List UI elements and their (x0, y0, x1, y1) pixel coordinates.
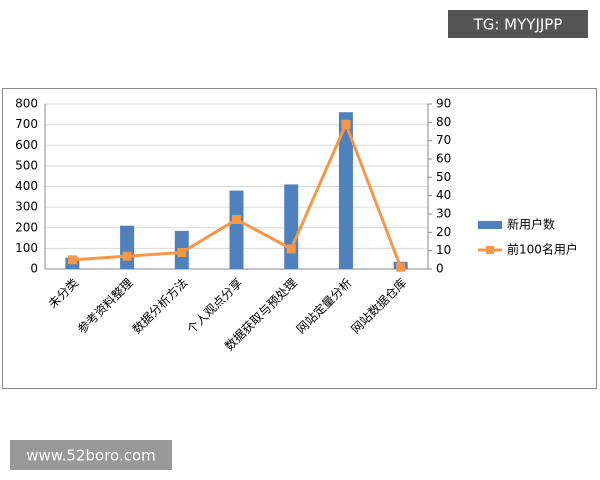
y2-tick-label: 30 (436, 207, 451, 221)
y2-tick-label: 50 (436, 170, 451, 184)
bar (229, 190, 244, 269)
bar (338, 112, 353, 269)
bar (120, 225, 135, 269)
watermark-box (448, 10, 588, 38)
y2-tick-label: 20 (436, 225, 451, 239)
watermark-box (10, 440, 172, 470)
chart-border (2, 88, 597, 389)
line-marker (67, 255, 77, 265)
y2-tick-label: 60 (436, 152, 451, 166)
watermark: www.52boro.com (26, 447, 156, 465)
x-tick-label: 个人观点分享 (184, 275, 246, 337)
y2-tick-label: 90 (436, 97, 451, 111)
x-tick-label: 参考资料整理 (74, 275, 136, 337)
y-tick-label: 200 (15, 220, 38, 234)
y-tick-label: 600 (15, 138, 38, 152)
legend-swatch (478, 221, 502, 229)
legend-swatch (486, 246, 494, 254)
y-tick-label: 100 (15, 241, 38, 255)
x-tick-label: 网站数据仓库 (348, 275, 410, 337)
y-tick-label: 0 (30, 262, 38, 276)
x-tick-label: 未分类 (46, 276, 81, 311)
y-tick-label: 700 (15, 117, 38, 131)
x-tick-label: 数据分析方法 (129, 275, 191, 337)
line-marker (286, 244, 296, 254)
y2-tick-label: 70 (436, 133, 451, 147)
y2-tick-label: 0 (436, 262, 444, 276)
y2-tick-label: 10 (436, 243, 451, 257)
line-marker (232, 215, 241, 224)
x-tick-label: 网站定量分析 (293, 275, 355, 337)
line-marker (341, 119, 351, 129)
legend-label: 前100名用户 (507, 242, 578, 257)
line-marker (396, 262, 406, 272)
y-tick-label: 800 (15, 97, 38, 111)
legend-label: 新用户数 (507, 217, 555, 232)
line-marker (122, 251, 132, 261)
bar (284, 184, 299, 269)
y-tick-label: 500 (15, 158, 38, 172)
y2-tick-label: 80 (436, 115, 451, 129)
y-tick-label: 300 (15, 200, 38, 214)
line-marker (177, 248, 187, 257)
watermark: TG: MYYJJPP (473, 16, 563, 34)
y2-tick-label: 40 (436, 188, 451, 202)
y-tick-label: 400 (15, 179, 38, 193)
